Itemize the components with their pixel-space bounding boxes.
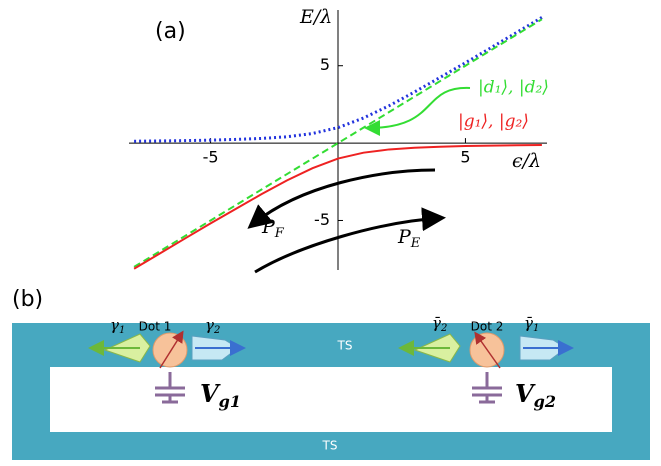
annotation-sub: E: [410, 236, 421, 251]
annotation: PE: [397, 226, 421, 251]
annotation: PF: [261, 216, 285, 241]
dot-label: Dot 2: [471, 320, 504, 334]
y-tick-label: -5: [314, 210, 330, 229]
panel-label: (a): [155, 19, 186, 44]
ts-label: TS: [322, 439, 338, 453]
annotation-sub: F: [274, 226, 285, 241]
gamma-label: γ̄1: [524, 314, 539, 334]
figure: (a) E/λ ϵ/λ -55-55|d₁⟩, |d₂⟩|g₁⟩, |g₂⟩PF…: [0, 0, 661, 462]
y-axis-label: E/λ: [299, 6, 332, 28]
quantum-dot: [153, 333, 187, 367]
diagram-b: (b) TS TS Dot 1 Dot 2 γ1 γ2 γ̄2 γ̄1 Vg1 …: [12, 287, 650, 460]
x-tick-label: 5: [460, 148, 470, 167]
ts-label: TS: [337, 339, 353, 353]
panel-label: (b): [12, 287, 43, 312]
gamma-label: γ1: [110, 316, 125, 336]
annotation-text: P: [261, 216, 276, 238]
dot-label: Dot 1: [139, 320, 172, 334]
series-label: |g₁⟩, |g₂⟩: [458, 112, 529, 132]
annotation-text: P: [397, 226, 412, 248]
gamma-label: γ2: [205, 316, 220, 336]
x-tick-label: -5: [203, 148, 219, 167]
x-axis-label: ϵ/λ: [512, 150, 541, 172]
y-tick-label: 5: [320, 55, 330, 74]
series-label: |d₁⟩, |d₂⟩: [478, 78, 549, 98]
gamma-label: γ̄2: [432, 314, 447, 334]
